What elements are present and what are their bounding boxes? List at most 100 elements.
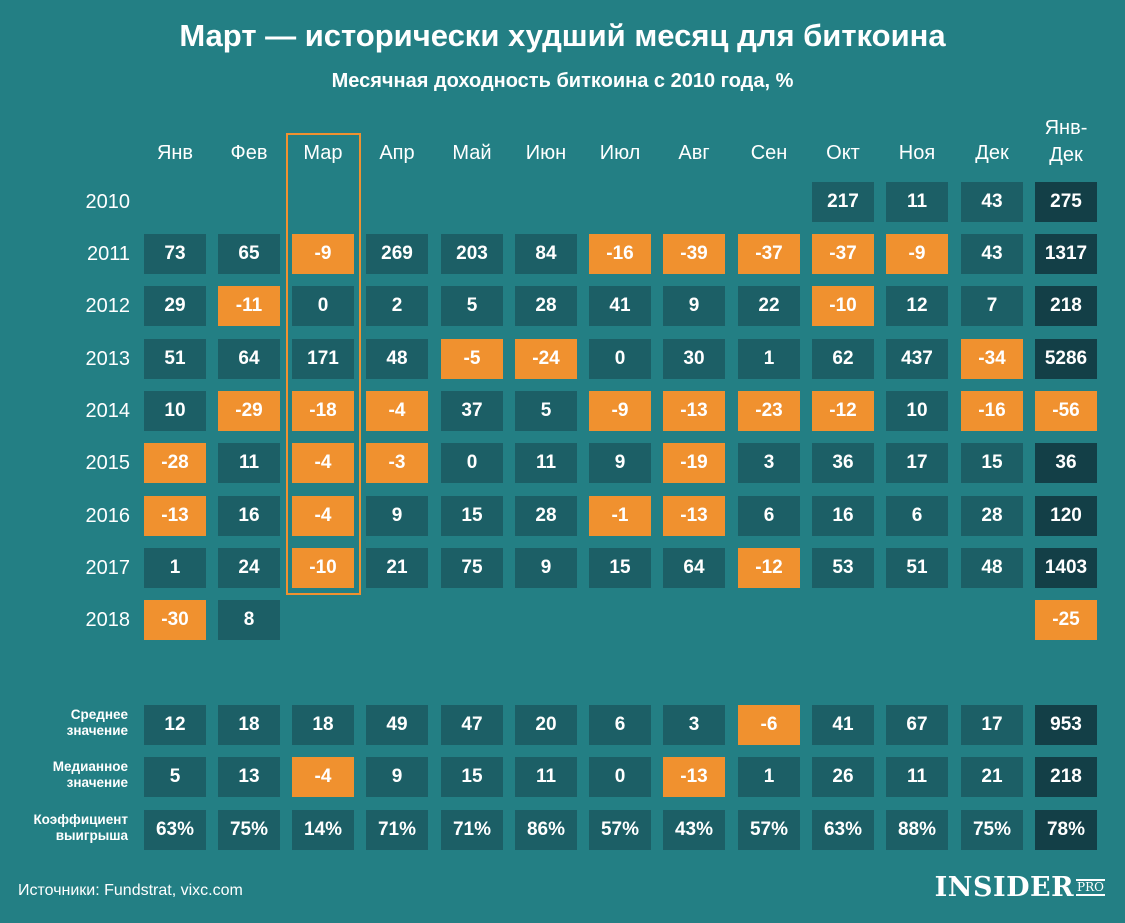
row-label-year: 2017 xyxy=(85,557,131,579)
value-cell: 30 xyxy=(663,339,725,379)
stat-cell: 57% xyxy=(738,810,800,850)
row-label-year: 2010 xyxy=(85,191,131,213)
stat-cell: 14% xyxy=(292,810,354,850)
value-cell: -11 xyxy=(218,286,280,326)
stat-cell: -13 xyxy=(663,757,725,797)
total-cell: -56 xyxy=(1035,391,1097,431)
column-header: Фев xyxy=(230,142,268,164)
chart-subtitle: Месячная доходность биткоина с 2010 года… xyxy=(331,70,794,92)
value-cell: -9 xyxy=(886,234,948,274)
total-cell: 1403 xyxy=(1035,548,1097,588)
value-cell: 64 xyxy=(663,548,725,588)
value-cell: 0 xyxy=(441,443,503,483)
stat-label-line: Коэффициент xyxy=(33,812,128,827)
value-cell: -37 xyxy=(812,234,874,274)
march-highlight-frame xyxy=(286,133,361,595)
total-cell: 120 xyxy=(1035,496,1097,536)
stat-cell: 18 xyxy=(292,705,354,745)
stat-cell: 13 xyxy=(218,757,280,797)
insider-pro-logo: INSIDER PRO xyxy=(935,872,1105,903)
value-cell: 51 xyxy=(886,548,948,588)
total-cell: 275 xyxy=(1035,182,1097,222)
stat-total-cell: 953 xyxy=(1035,705,1097,745)
chart-title: Март — исторически худший месяц для битк… xyxy=(179,18,946,53)
stat-cell: 71% xyxy=(366,810,428,850)
value-cell: -4 xyxy=(366,391,428,431)
value-cell: -10 xyxy=(292,548,354,588)
stat-cell: 9 xyxy=(366,757,428,797)
value-cell: 16 xyxy=(812,496,874,536)
stat-label-line: выигрыша xyxy=(55,828,128,843)
row-label-year: 2011 xyxy=(86,243,130,265)
value-cell: 3 xyxy=(738,443,800,483)
value-cell: -10 xyxy=(812,286,874,326)
stat-label: Среднее значение xyxy=(6,707,128,739)
logo-text: INSIDER xyxy=(934,872,1075,903)
total-cell: 1317 xyxy=(1035,234,1097,274)
value-cell: 9 xyxy=(515,548,577,588)
stat-cell: 18 xyxy=(218,705,280,745)
column-header: Сен xyxy=(750,142,788,164)
value-cell: -5 xyxy=(441,339,503,379)
value-cell: 28 xyxy=(515,286,577,326)
value-cell: -1 xyxy=(589,496,651,536)
value-cell: 43 xyxy=(961,234,1023,274)
value-cell: 17 xyxy=(886,443,948,483)
stat-cell: 12 xyxy=(144,705,206,745)
stat-total-cell: 218 xyxy=(1035,757,1097,797)
value-cell: -28 xyxy=(144,443,206,483)
value-cell: 0 xyxy=(292,286,354,326)
total-cell: -25 xyxy=(1035,600,1097,640)
value-cell: 6 xyxy=(886,496,948,536)
value-cell: -12 xyxy=(812,391,874,431)
value-cell: 24 xyxy=(218,548,280,588)
stat-cell: 75% xyxy=(218,810,280,850)
value-cell: -24 xyxy=(515,339,577,379)
value-cell: 41 xyxy=(589,286,651,326)
value-cell: 5 xyxy=(515,391,577,431)
stat-cell: 63% xyxy=(144,810,206,850)
value-cell: -19 xyxy=(663,443,725,483)
stat-label-line: значение xyxy=(66,775,128,790)
stat-cell: 5 xyxy=(144,757,206,797)
value-cell: -29 xyxy=(218,391,280,431)
value-cell: 15 xyxy=(441,496,503,536)
value-cell: 203 xyxy=(441,234,503,274)
column-header: Апр xyxy=(379,142,415,164)
value-cell: -9 xyxy=(292,234,354,274)
stat-cell: 47 xyxy=(441,705,503,745)
stat-cell: 21 xyxy=(961,757,1023,797)
value-cell: 6 xyxy=(738,496,800,536)
value-cell: 1 xyxy=(738,339,800,379)
value-cell: -3 xyxy=(366,443,428,483)
stat-total-cell: 78% xyxy=(1035,810,1097,850)
stat-cell: 15 xyxy=(441,757,503,797)
value-cell: -30 xyxy=(144,600,206,640)
value-cell: 8 xyxy=(218,600,280,640)
value-cell: -34 xyxy=(961,339,1023,379)
stat-label: Коэффициент выигрыша xyxy=(6,812,128,844)
stat-cell: -4 xyxy=(292,757,354,797)
stat-cell: 26 xyxy=(812,757,874,797)
stat-cell: 88% xyxy=(886,810,948,850)
value-cell: 48 xyxy=(366,339,428,379)
value-cell: -37 xyxy=(738,234,800,274)
stat-cell: 86% xyxy=(515,810,577,850)
value-cell: 36 xyxy=(812,443,874,483)
value-cell: 65 xyxy=(218,234,280,274)
stat-cell: 43% xyxy=(663,810,725,850)
value-cell: -23 xyxy=(738,391,800,431)
value-cell: 29 xyxy=(144,286,206,326)
value-cell: 269 xyxy=(366,234,428,274)
stat-cell: 0 xyxy=(589,757,651,797)
value-cell: 37 xyxy=(441,391,503,431)
value-cell: 12 xyxy=(886,286,948,326)
value-cell: 43 xyxy=(961,182,1023,222)
column-header: Янв- Дек xyxy=(1044,117,1088,166)
value-cell: 217 xyxy=(812,182,874,222)
row-label-year: 2014 xyxy=(85,400,131,422)
value-cell: 73 xyxy=(144,234,206,274)
value-cell: -13 xyxy=(663,496,725,536)
source-note: Источники: Fundstrat, vixc.com xyxy=(18,882,243,899)
total-cell: 218 xyxy=(1035,286,1097,326)
